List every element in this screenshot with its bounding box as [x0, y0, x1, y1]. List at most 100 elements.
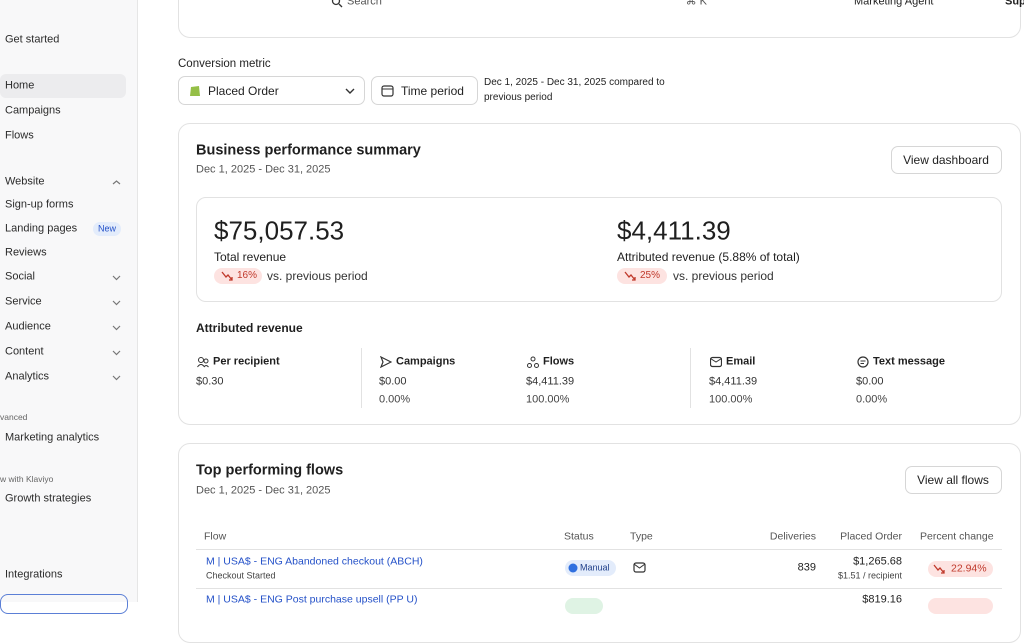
time-label: Time period	[401, 83, 464, 98]
filter-label: Conversion metric	[178, 58, 271, 71]
change-badge	[214, 268, 262, 284]
nav-item: Marketing analytics	[5, 431, 100, 444]
status-label: Manual	[580, 562, 610, 573]
metric-share: 100.00%	[526, 393, 570, 406]
column-header: Flow	[204, 530, 227, 543]
section-title: Attributed revenue	[196, 320, 303, 335]
metric-label: Flows	[543, 355, 575, 368]
home-highlight	[0, 74, 126, 98]
status-badge	[565, 560, 616, 576]
card-title: Top performing flows	[196, 462, 344, 479]
chevron	[112, 300, 121, 306]
nav-item: vanced	[0, 411, 28, 422]
change-badge	[928, 598, 993, 614]
new-badge	[93, 222, 121, 236]
sidebar	[0, 0, 138, 602]
view-dashboard-button[interactable]	[891, 146, 1002, 174]
kpi-change: 16%	[237, 270, 258, 281]
flow-name: M | USA$ - ENG Post purchase upsell (PP …	[206, 593, 418, 606]
metric-icon	[380, 356, 392, 368]
trend-down-icon	[221, 271, 233, 281]
metric-share: 0.00%	[379, 393, 411, 406]
kpi-compare: vs. previous period	[267, 268, 368, 283]
table-rule	[196, 549, 1002, 550]
column-header: Status	[564, 530, 594, 543]
shortcut: ⌘ K	[685, 0, 707, 8]
chevron	[112, 325, 121, 331]
nav-item: Home	[5, 79, 35, 92]
manual-icon	[568, 563, 578, 573]
column-header: Percent change	[920, 530, 994, 543]
card-title: Business performance summary	[196, 142, 421, 159]
nav-item: Audience	[5, 320, 51, 333]
placed-order: $819.16	[862, 593, 902, 606]
card-date: Dec 1, 2025 - Dec 31, 2025	[196, 484, 331, 497]
metric-label: Email	[726, 355, 756, 368]
nav-item: Campaigns	[5, 104, 61, 117]
kpi-box	[196, 197, 1002, 302]
range-text: previous period	[484, 92, 553, 103]
metric-value: $0.00	[856, 375, 884, 388]
status-badge	[565, 598, 603, 614]
new-badge-label: New	[97, 223, 117, 234]
agent-label: Marketing Agent	[854, 0, 934, 8]
table-rule	[196, 588, 1002, 589]
divider	[361, 348, 362, 408]
nav-item: Landing pages	[5, 222, 78, 235]
kpi-value: $4,411.39	[617, 215, 731, 246]
chevron-down	[345, 88, 355, 94]
column-header: Type	[630, 530, 653, 543]
metric-label: Text message	[873, 355, 945, 368]
deliveries: 839	[797, 561, 816, 574]
email-icon	[633, 562, 646, 573]
kpi-label: Total revenue	[214, 249, 287, 264]
metric-value: $0.30	[196, 375, 224, 388]
kpi-compare: vs. previous period	[673, 268, 774, 283]
button-label: View dashboard	[903, 152, 989, 167]
search-icon	[331, 0, 343, 8]
button-label: View all flows	[917, 472, 989, 487]
percent-change: 22.94%	[951, 562, 987, 575]
nav-item: Integrations	[5, 568, 63, 581]
flow-trigger: Checkout Started	[206, 570, 276, 581]
nav-item: Get started	[5, 33, 60, 46]
metric-icon	[527, 356, 539, 368]
nav-item: Analytics	[5, 370, 50, 383]
range-text: Dec 1, 2025 - Dec 31, 2025 compared to	[484, 77, 665, 88]
nav-item: Reviews	[5, 246, 47, 259]
column-header: Deliveries	[769, 530, 816, 543]
kpi-change: 25%	[640, 270, 661, 281]
chevron	[112, 180, 121, 185]
search-placeholder: Search	[347, 0, 382, 8]
metric-dropdown[interactable]	[178, 76, 365, 105]
metric-label: Campaigns	[396, 355, 456, 368]
top-card	[178, 0, 1021, 38]
per-recipient: $1.51 / recipient	[837, 570, 902, 581]
metric-icon	[857, 356, 869, 368]
nav-item: Website	[5, 175, 45, 188]
change-badge	[617, 268, 667, 284]
placed-order: $1,265.68	[853, 555, 902, 568]
sidebar-bottom-item	[0, 594, 128, 614]
view-all-flows-button[interactable]	[905, 466, 1002, 494]
nav-item: Growth strategies	[5, 492, 92, 505]
nav-item: Content	[5, 345, 44, 358]
divider	[690, 348, 691, 408]
metric-value: $4,411.39	[709, 375, 758, 388]
trend-down-icon	[933, 564, 945, 574]
metric-value: $4,411.39	[526, 375, 575, 388]
metric-label: Per recipient	[213, 355, 280, 368]
summary-card	[178, 123, 1021, 425]
time-period-button[interactable]	[371, 76, 478, 105]
nav-item: Service	[5, 295, 42, 308]
chevron	[112, 275, 121, 281]
column-header: Placed Order	[840, 530, 902, 543]
chevron	[112, 350, 121, 356]
shopify-icon	[190, 86, 200, 96]
nav-item: w with Klaviyo	[0, 473, 54, 484]
metric-icon	[710, 356, 722, 368]
flow-name: M | USA$ - ENG Abandoned checkout (ABCH)	[206, 555, 423, 568]
trend-down-icon	[624, 271, 636, 281]
card-date: Dec 1, 2025 - Dec 31, 2025	[196, 163, 331, 176]
